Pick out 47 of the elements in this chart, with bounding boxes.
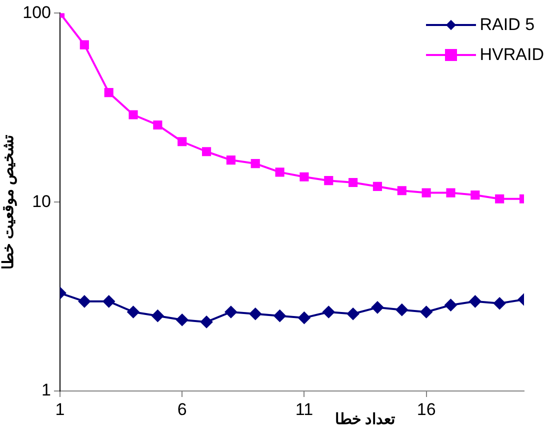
point — [80, 40, 89, 50]
point — [226, 155, 236, 165]
x-tick-label: 1 — [55, 400, 65, 419]
point — [224, 306, 237, 318]
legend-label: RAID 5 — [480, 15, 535, 35]
y-tick-label: 1 — [42, 380, 51, 400]
y-tick-label: 100 — [22, 2, 51, 22]
point — [347, 308, 360, 320]
point — [348, 178, 358, 188]
point — [420, 306, 432, 318]
x-tick-label: 6 — [177, 400, 187, 419]
point — [128, 110, 138, 120]
point — [397, 186, 406, 196]
point — [249, 308, 262, 320]
point — [127, 306, 140, 318]
point — [104, 88, 114, 98]
y-axis-title: تشخیص موقعیت خطا — [0, 134, 18, 270]
point — [176, 314, 188, 326]
point — [470, 190, 480, 200]
point — [324, 176, 334, 186]
legend-label: HVRAID — [480, 45, 544, 65]
x-tick-label: 11 — [295, 400, 314, 419]
x-tick-label: 16 — [416, 400, 436, 419]
point — [298, 312, 310, 324]
point — [446, 188, 456, 198]
point — [274, 310, 286, 322]
point — [396, 304, 408, 316]
point — [202, 147, 212, 156]
point — [371, 301, 384, 314]
point — [322, 306, 335, 318]
point — [372, 182, 382, 191]
point — [444, 299, 457, 312]
point — [152, 310, 164, 322]
y-tick-label: 10 — [32, 192, 51, 211]
point — [200, 316, 213, 328]
point — [178, 137, 187, 146]
point — [78, 295, 90, 308]
point — [153, 120, 162, 130]
point — [102, 295, 115, 308]
point — [494, 297, 506, 310]
x-axis-title: تعداد خطا — [335, 410, 396, 428]
point — [422, 188, 431, 198]
point — [469, 295, 482, 308]
point — [495, 194, 504, 204]
point — [250, 159, 260, 168]
point — [275, 168, 284, 177]
point — [300, 172, 309, 182]
